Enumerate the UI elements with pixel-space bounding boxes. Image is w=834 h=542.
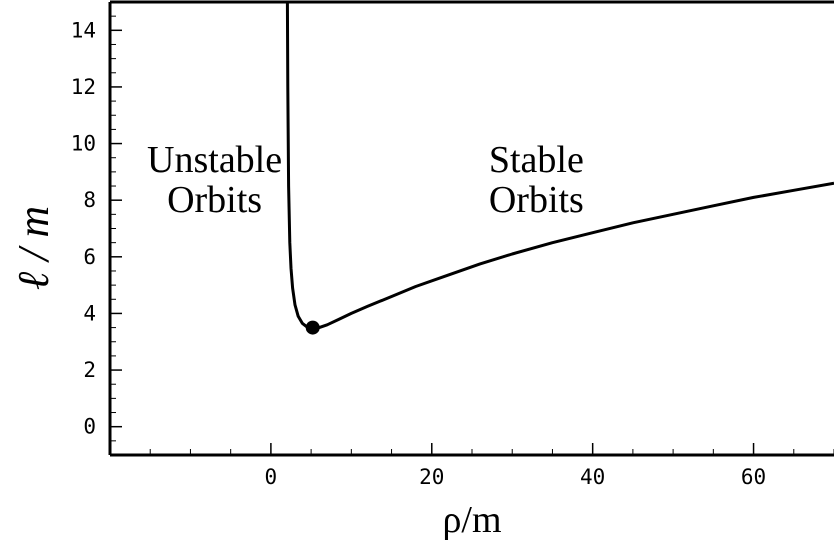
region-label-1: Stable Orbits — [489, 139, 584, 221]
y-tick-label: 10 — [71, 132, 96, 156]
x-tick-label: 0 — [265, 465, 278, 489]
series-line — [285, 1, 834, 330]
ticks: 0 2 4 6 8 10 12 14 0 20 40 60 — [71, 1, 834, 489]
axes — [108, 0, 834, 457]
y-tick-label: 12 — [71, 75, 96, 99]
region-label-line: Stable — [489, 139, 584, 181]
minimum-marker — [305, 320, 320, 335]
y-axis-label: ℓ / m — [9, 206, 58, 290]
region-label-line: Orbits — [167, 179, 262, 221]
y-tick-label: 4 — [83, 301, 96, 325]
region-label-line: Orbits — [489, 179, 584, 221]
x-axis-label: ρ/m — [442, 499, 501, 541]
region-label-line: Unstable — [147, 139, 282, 181]
y-tick-label: 2 — [83, 358, 96, 382]
x-tick-label: 60 — [741, 465, 766, 489]
y-tick-label: 8 — [83, 188, 96, 212]
y-tick-label: 6 — [83, 245, 96, 269]
x-tick-label: 20 — [419, 465, 444, 489]
y-tick-label: 0 — [83, 415, 96, 439]
series — [285, 1, 834, 335]
y-tick-label: 14 — [71, 18, 96, 42]
x-tick-label: 40 — [580, 465, 605, 489]
region-label-0: Unstable Orbits — [147, 139, 282, 221]
